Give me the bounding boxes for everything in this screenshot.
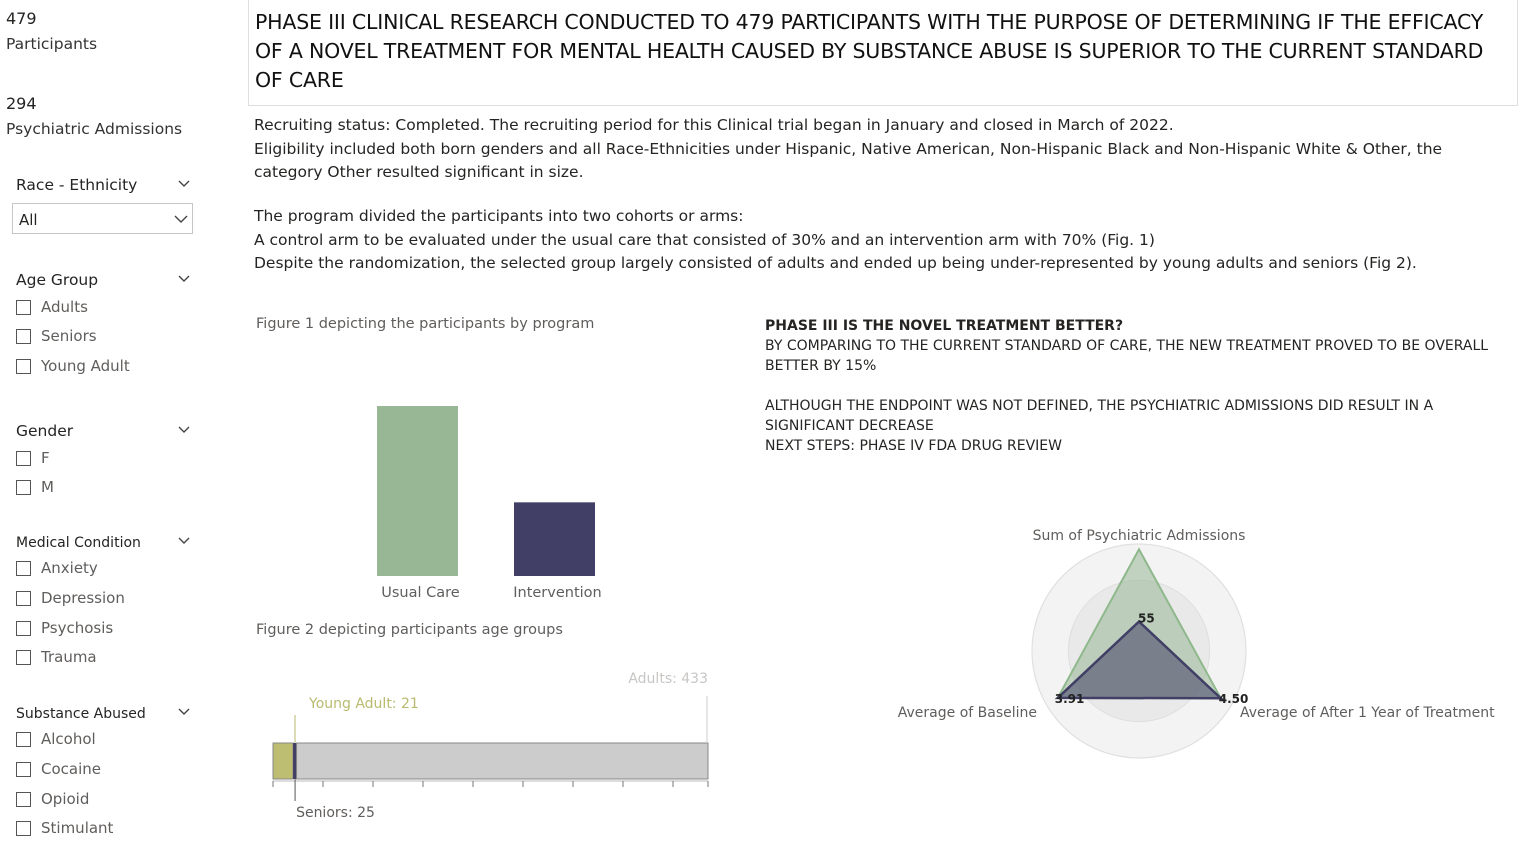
category-label: Intervention: [513, 585, 602, 601]
checkbox[interactable]: [16, 731, 31, 747]
description-block-1: Recruiting status: Completed. The recrui…: [254, 114, 1512, 185]
summary-line: BY COMPARING TO THE CURRENT STANDARD OF …: [765, 338, 1489, 374]
bar-young-adult[interactable]: [272, 742, 294, 780]
data-label-young-adult: Young Adult: 21: [308, 696, 419, 712]
description-line: A control arm to be evaluated under the …: [254, 230, 1155, 249]
radar-series-2[interactable]: [1054, 619, 1224, 700]
description-line: Despite the randomization, the selected …: [254, 254, 1417, 272]
substance-option-stimulant[interactable]: Stimulant: [16, 818, 113, 838]
chevron-down-icon[interactable]: [178, 708, 190, 716]
option-label: Depression: [41, 589, 125, 607]
checkbox[interactable]: [16, 620, 31, 636]
data-label-seniors: Seniors: 25: [296, 805, 375, 821]
checkbox[interactable]: [16, 328, 31, 344]
figure-1-title: Figure 1 depicting the participants by p…: [256, 316, 595, 332]
bar-adults[interactable]: [296, 742, 709, 780]
kpi-admissions: 294 Psychiatric Admissions: [6, 94, 182, 139]
summary-heading: PHASE III IS THE NOVEL TREATMENT BETTER?: [765, 318, 1124, 334]
description-line: Recruiting status: Completed. The recrui…: [254, 116, 1174, 134]
age-option-seniors[interactable]: Seniors: [16, 326, 97, 346]
checkbox[interactable]: [16, 358, 31, 374]
kpi-participants-value: 479: [6, 9, 37, 28]
option-label: F: [41, 449, 50, 467]
race-dropdown-value: All: [19, 211, 38, 229]
radar-data-label: 55: [1138, 612, 1155, 626]
description-line: Eligibility included both born genders a…: [254, 139, 1443, 182]
substance-option-alcohol[interactable]: Alcohol: [16, 729, 96, 749]
option-label: Seniors: [41, 327, 97, 345]
checkbox[interactable]: [16, 791, 31, 807]
race-slicer-title: Race - Ethnicity: [16, 176, 138, 194]
option-label: Young Adult: [41, 357, 130, 375]
substance-option-opioid[interactable]: Opioid: [16, 789, 89, 809]
description-block-2: The program divided the participants int…: [254, 205, 1512, 276]
substance-slicer-header[interactable]: Substance Abused: [16, 703, 192, 723]
option-label: Trauma: [41, 648, 97, 666]
bar-usual-care[interactable]: [377, 406, 458, 576]
bar-seniors[interactable]: [293, 743, 297, 779]
checkbox[interactable]: [16, 590, 31, 606]
substance-option-cocaine[interactable]: Cocaine: [16, 759, 101, 779]
chevron-down-icon[interactable]: [178, 426, 190, 434]
checkbox[interactable]: [16, 450, 31, 466]
option-label: Stimulant: [41, 819, 114, 837]
checkbox[interactable]: [16, 479, 31, 495]
kpi-participants-label: Participants: [6, 35, 98, 53]
race-dropdown[interactable]: All: [12, 203, 193, 234]
condition-option-anxiety[interactable]: Anxiety: [16, 558, 98, 578]
gender-slicer-header[interactable]: Gender: [16, 421, 192, 441]
age-slicer-header[interactable]: Age Group: [16, 270, 192, 290]
option-label: Alcohol: [41, 730, 96, 748]
condition-slicer-header[interactable]: Medical Condition: [16, 532, 192, 552]
kpi-admissions-label: Psychiatric Admissions: [6, 120, 183, 138]
condition-option-psychosis[interactable]: Psychosis: [16, 618, 113, 638]
radar-chart[interactable]: Sum of Psychiatric Admissions Average of …: [890, 520, 1500, 770]
condition-slicer-title: Medical Condition: [16, 535, 141, 551]
condition-option-trauma[interactable]: Trauma: [16, 647, 97, 667]
page-title: PHASE III CLINICAL RESEARCH CONDUCTED TO…: [255, 10, 1484, 92]
title-card: PHASE III CLINICAL RESEARCH CONDUCTED TO…: [248, 0, 1518, 106]
option-label: Cocaine: [41, 760, 101, 778]
age-option-young-adult[interactable]: Young Adult: [16, 356, 130, 376]
kpi-admissions-value: 294: [6, 94, 37, 113]
radar-axis-label-baseline: Average of Baseline: [898, 705, 1037, 721]
chevron-down-icon[interactable]: [178, 275, 190, 283]
option-label: Opioid: [41, 790, 90, 808]
radar-data-label: 4.50: [1219, 692, 1249, 706]
radar-axis-label-sum: Sum of Psychiatric Admissions: [1033, 528, 1246, 544]
summary-line: ALTHOUGH THE ENDPOINT WAS NOT DEFINED, T…: [765, 398, 1434, 434]
chevron-down-icon[interactable]: [174, 215, 188, 223]
bar-intervention[interactable]: [514, 502, 595, 576]
condition-option-depression[interactable]: Depression: [16, 588, 125, 608]
age-slicer-title: Age Group: [16, 271, 99, 289]
checkbox[interactable]: [16, 649, 31, 665]
age-option-adults[interactable]: Adults: [16, 297, 88, 317]
summary-line: NEXT STEPS: PHASE IV FDA DRUG REVIEW: [765, 438, 1062, 454]
gender-option-f[interactable]: F: [16, 448, 50, 468]
checkbox[interactable]: [16, 761, 31, 777]
program-bar-chart[interactable]: Usual Care Intervention: [340, 390, 640, 610]
gender-option-m[interactable]: M: [16, 477, 54, 497]
age-group-bar-chart[interactable]: Young Adult: 21 Seniors: 25 Adults: 433: [260, 660, 730, 840]
checkbox[interactable]: [16, 820, 31, 836]
option-label: Adults: [41, 298, 88, 316]
option-label: M: [41, 478, 54, 496]
summary-panel: PHASE III IS THE NOVEL TREATMENT BETTER?…: [765, 316, 1515, 456]
chevron-down-icon[interactable]: [178, 180, 190, 188]
substance-slicer-title: Substance Abused: [16, 706, 146, 722]
gender-slicer-title: Gender: [16, 422, 74, 440]
option-label: Anxiety: [41, 559, 98, 577]
race-slicer-header[interactable]: Race - Ethnicity: [16, 175, 192, 195]
option-label: Psychosis: [41, 619, 114, 637]
radar-axis-label-after: Average of After 1 Year of Treatment: [1240, 705, 1495, 721]
description-line: The program divided the participants int…: [254, 207, 744, 225]
category-label: Usual Care: [381, 585, 460, 601]
checkbox[interactable]: [16, 560, 31, 576]
checkbox[interactable]: [16, 299, 31, 315]
data-label-adults: Adults: 433: [628, 671, 708, 687]
radar-data-label: 3.91: [1055, 692, 1085, 706]
figure-2-title: Figure 2 depicting participants age grou…: [256, 622, 563, 638]
chevron-down-icon[interactable]: [178, 537, 190, 545]
kpi-participants: 479 Participants: [6, 9, 97, 54]
